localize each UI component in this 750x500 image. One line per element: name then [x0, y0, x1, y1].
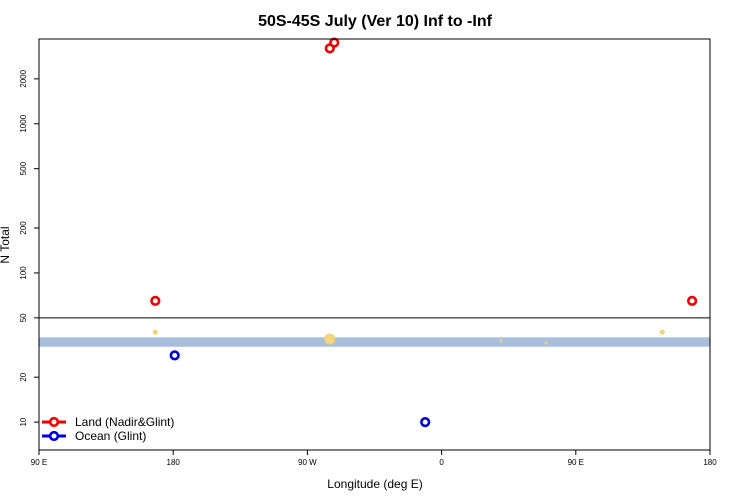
x-axis-label: Longitude (deg E) [327, 477, 422, 491]
y-tick-label-5: 500 [19, 161, 28, 175]
x-tick-label-5: 180 [703, 458, 717, 467]
y-axis: 10 20 50 100 200 500 1000 2000 [19, 69, 39, 427]
band-marker-1 [324, 333, 336, 345]
series-1-point-1 [420, 416, 431, 428]
x-tick-label-0: 90 E [31, 458, 47, 467]
coverage-band [39, 337, 710, 347]
y-tick-label-1: 20 [19, 372, 28, 381]
series-0-point-0 [150, 295, 161, 306]
band-marker-4 [544, 341, 548, 345]
legend: Land (Nadir&Glint)Ocean (Glint) [42, 415, 174, 443]
y-tick-label-3: 100 [19, 266, 28, 280]
band-marker-0 [152, 329, 158, 335]
band-marker-3 [499, 339, 503, 343]
y-tick-label-4: 200 [19, 221, 28, 235]
chart-title: 50S-45S July (Ver 10) Inf to -Inf [258, 13, 493, 30]
band-layer [39, 329, 710, 347]
x-axis: 90 E 180 90 W 0 90 E 180 [31, 450, 717, 467]
legend-marker-1 [48, 430, 60, 442]
x-tick-label-3: 0 [439, 458, 444, 467]
plot-layer [39, 37, 710, 428]
legend-label-1: Ocean (Glint) [75, 429, 146, 443]
y-tick-label-6: 1000 [19, 114, 28, 132]
y-tick-label-0: 10 [19, 417, 28, 426]
plot-frame [38, 38, 711, 451]
band-marker-2 [659, 329, 665, 335]
x-tick-label-4: 90 E [568, 458, 584, 467]
x-tick-label-2: 90 W [298, 458, 317, 467]
y-axis-label: N Total [0, 226, 12, 263]
y-tick-label-2: 50 [19, 313, 28, 322]
legend-label-0: Land (Nadir&Glint) [75, 415, 174, 429]
series-0-point-2 [329, 37, 340, 48]
series-1-point-0 [169, 350, 180, 361]
legend-marker-0 [48, 416, 60, 428]
y-tick-label-7: 2000 [19, 69, 28, 87]
series-0-point-3 [687, 295, 698, 306]
x-tick-label-1: 180 [167, 458, 181, 467]
